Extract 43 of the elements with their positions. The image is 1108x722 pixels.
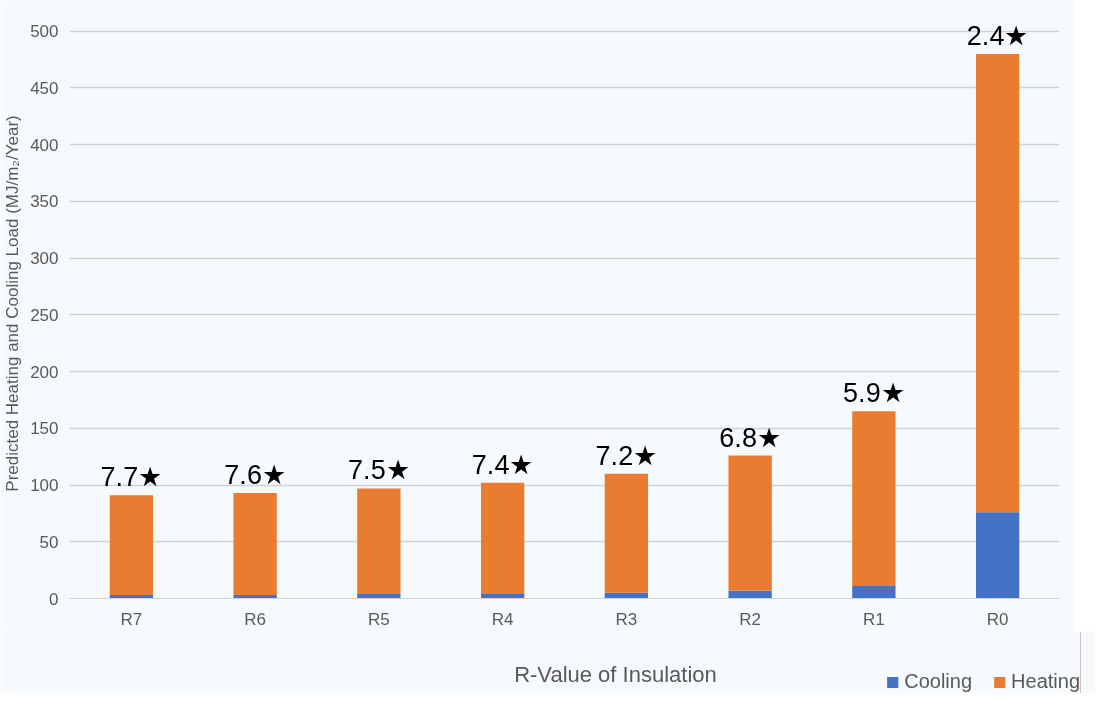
legend-label: Cooling [904, 670, 973, 693]
y-tick-label: 300 [30, 249, 59, 269]
bar [975, 53, 1020, 513]
bar [604, 473, 649, 593]
x-tick-label: R0 [986, 609, 1009, 629]
annotation: 7.4★ [471, 449, 534, 480]
annotation: 7.2★ [595, 440, 658, 471]
bar [109, 495, 154, 596]
y-axis-title: Predicted Heating and Cooling Load (MJ/m₂/Year) [3, 115, 23, 492]
bar [852, 586, 896, 599]
y-tick-label: 250 [30, 305, 59, 325]
x-tick-label: R4 [491, 609, 514, 629]
annotation: 7.7★ [100, 462, 163, 493]
legend-label: Heating [1011, 670, 1080, 693]
x-tick-label: R7 [120, 609, 143, 629]
bar [233, 595, 277, 599]
y-tick-label: 0 [49, 589, 59, 609]
x-tick-label: R6 [244, 609, 266, 629]
bar [357, 488, 401, 594]
bar [480, 482, 525, 594]
x-tick-label: R3 [615, 609, 638, 629]
y-tick-label: 50 [39, 532, 59, 552]
x-tick-label: R2 [739, 609, 761, 629]
y-tick-label: 100 [30, 476, 59, 496]
x-tick-label: R5 [368, 609, 390, 629]
annotation: 7.6★ [224, 459, 286, 490]
annotation: 7.5★ [348, 455, 410, 486]
y-tick-label: 400 [30, 135, 59, 155]
x-axis-title: R-Value of Insulation [514, 662, 717, 688]
y-tick-label: 450 [30, 78, 59, 98]
bar [728, 455, 772, 591]
y-tick-label: 150 [30, 419, 59, 439]
bar [728, 590, 772, 599]
annotation: 6.8★ [719, 422, 781, 453]
annotation: 5.9★ [843, 378, 905, 409]
y-tick-label: 200 [30, 362, 59, 382]
bar [975, 512, 1020, 599]
annotation: 2.4★ [966, 20, 1029, 51]
x-tick-label: R1 [863, 609, 885, 629]
y-tick-label: 500 [30, 22, 59, 42]
bar [233, 492, 277, 596]
bar [852, 411, 896, 587]
y-tick-label: 350 [30, 192, 59, 212]
